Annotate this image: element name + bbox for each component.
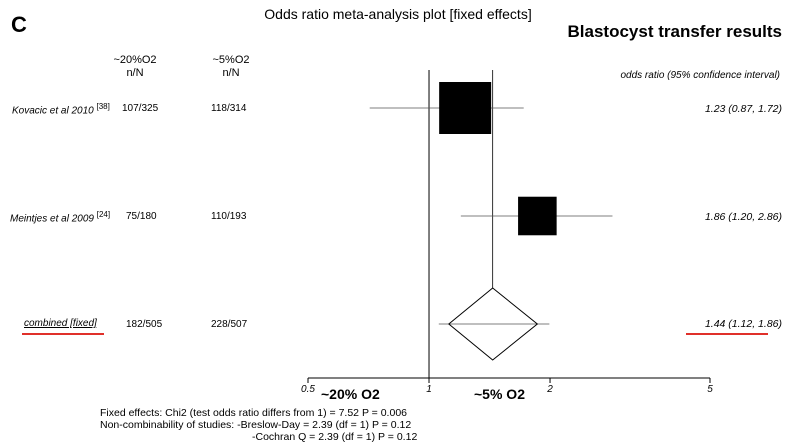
group-b-count: 118/314 xyxy=(211,103,247,114)
combined-ci-highlight xyxy=(686,333,768,335)
group-b-count: 110/193 xyxy=(211,211,247,222)
ci-column-header: odds ratio (95% confidence interval) xyxy=(620,70,780,81)
combined-label: combined [fixed] xyxy=(24,318,97,329)
group-b-name: ~5%O2 xyxy=(212,54,250,66)
study-name: Kovacic et al 2010 [38] xyxy=(12,102,110,116)
group-a-count: 107/325 xyxy=(122,103,159,114)
combined-diamond xyxy=(448,287,539,361)
study-reference: [24] xyxy=(96,210,111,219)
chart-title: Odds ratio meta-analysis plot [fixed eff… xyxy=(264,6,532,22)
x-axis-tick-label: 5 xyxy=(707,384,713,395)
study-name-text: Meintjes et al 2009 xyxy=(10,213,94,225)
group-b-header: ~5%O2 n/N xyxy=(206,54,256,80)
group-a-unit: n/N xyxy=(126,67,144,79)
study-name-text: Kovacic et al 2010 xyxy=(12,105,94,117)
favours-left-label: ~20% O2 xyxy=(321,386,380,402)
study-estimate-box xyxy=(518,196,557,236)
group-a-count: 75/180 xyxy=(126,211,157,222)
panel-label: C xyxy=(11,12,27,37)
combined-group-a-count: 182/505 xyxy=(126,319,163,330)
combined-label-highlight xyxy=(22,333,104,335)
combined-ci: 1.44 (1.12, 1.86) xyxy=(704,318,782,330)
stats-line-2: Non-combinability of studies: -Breslow-D… xyxy=(100,419,412,431)
combined-group-b-count: 228/507 xyxy=(211,319,248,330)
study-estimate-box xyxy=(439,82,492,134)
group-b-unit: n/N xyxy=(222,67,240,79)
stats-line-3: -Cochran Q = 2.39 (df = 1) P = 0.12 xyxy=(252,431,418,443)
study-ci: 1.23 (0.87, 1.72) xyxy=(704,103,782,115)
favours-right-label: ~5% O2 xyxy=(474,386,525,402)
group-a-header: ~20%O2 n/N xyxy=(110,54,160,80)
x-axis-tick-label: 0.5 xyxy=(301,384,315,395)
study-reference: [38] xyxy=(96,102,110,111)
x-axis-tick-label: 2 xyxy=(546,384,553,395)
study-ci: 1.86 (1.20, 2.86) xyxy=(704,211,782,223)
group-a-name: ~20%O2 xyxy=(113,54,157,66)
x-axis-tick-label: 1 xyxy=(426,384,432,395)
stats-line-1: Fixed effects: Chi2 (test odds ratio dif… xyxy=(100,407,407,419)
study-name: Meintjes et al 2009 [24] xyxy=(10,210,110,224)
chart-subtitle: Blastocyst transfer results xyxy=(567,22,782,41)
